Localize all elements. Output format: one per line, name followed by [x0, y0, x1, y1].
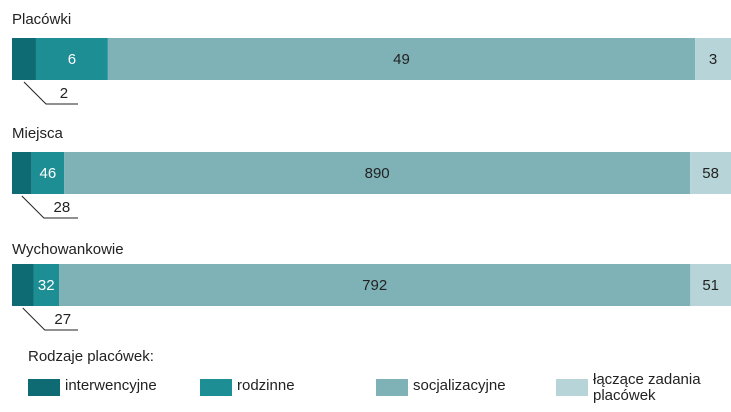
- leader-line: [22, 307, 78, 331]
- bar-segment: [690, 152, 731, 194]
- bar-segment: [64, 152, 691, 194]
- legend-label: socjalizacyjne: [413, 377, 506, 394]
- row-label: Wychowankowie: [12, 241, 124, 258]
- row-label: Placówki: [12, 11, 71, 28]
- value-label: 51: [702, 277, 719, 294]
- legend-item: rodzinne: [200, 378, 295, 396]
- bar-segment: [12, 38, 36, 80]
- bar-segment: [12, 264, 34, 306]
- legend-swatch: [556, 379, 588, 396]
- bar-segment: [33, 264, 60, 306]
- legend-swatch: [200, 379, 232, 396]
- row-label: Miejsca: [12, 125, 64, 142]
- legend-label: rodzinne: [237, 377, 295, 394]
- legend-title: Rodzaje placówek:: [28, 348, 154, 365]
- bar-segment: [12, 152, 32, 194]
- bar-segment: [690, 264, 731, 306]
- legend-swatch: [28, 379, 60, 396]
- value-label: 3: [709, 51, 717, 68]
- bar-segment: [59, 264, 691, 306]
- value-label: 2: [60, 85, 68, 102]
- legend-item: łączące zadania placówek: [556, 372, 728, 404]
- legend-item: socjalizacyjne: [376, 378, 506, 396]
- legend-item: interwencyjne: [28, 378, 157, 396]
- legend-label: interwencyjne: [65, 377, 157, 394]
- bar-segment: [35, 38, 108, 80]
- bar-segment: [107, 38, 696, 80]
- value-label: 28: [54, 199, 71, 216]
- bar-segment: [695, 38, 731, 80]
- legend-label: łączące zadania placówek: [593, 371, 701, 404]
- value-label: 49: [393, 51, 410, 68]
- value-label: 792: [362, 277, 387, 294]
- value-label: 58: [702, 165, 719, 182]
- legend-swatch: [376, 379, 408, 396]
- value-label: 6: [68, 51, 76, 68]
- value-label: 32: [38, 277, 55, 294]
- leader-line: [21, 195, 78, 219]
- value-label: 46: [40, 165, 57, 182]
- value-label: 27: [54, 311, 71, 328]
- bar-segment: [31, 152, 65, 194]
- leader-line: [23, 81, 78, 105]
- value-label: 890: [365, 165, 390, 182]
